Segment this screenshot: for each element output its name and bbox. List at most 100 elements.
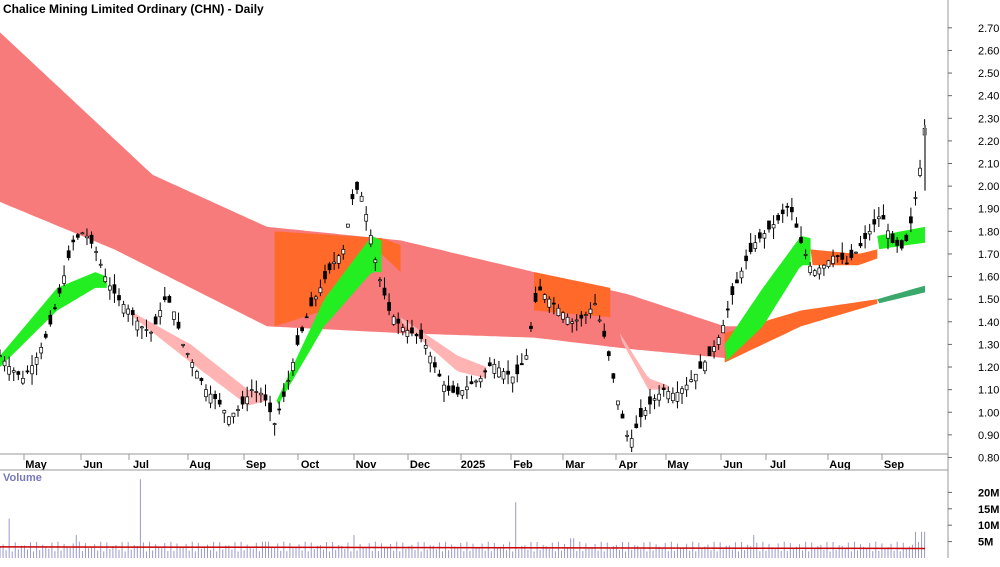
candle-body — [181, 344, 185, 346]
candle-body — [753, 242, 758, 249]
candle-body — [263, 394, 268, 401]
candle-body — [524, 355, 529, 360]
candle-body — [423, 344, 428, 349]
y-tick-label: 2.30 — [978, 113, 999, 125]
candle-body — [616, 400, 620, 406]
candle-body — [153, 316, 158, 325]
candle-body — [666, 391, 671, 400]
candle-body — [382, 287, 387, 296]
candle-body — [487, 362, 492, 367]
candle-body — [309, 297, 314, 307]
candle-body — [812, 270, 817, 276]
candle-body — [707, 346, 712, 357]
candle-body — [75, 234, 80, 238]
candle-body — [277, 408, 282, 411]
y-tick-label: 1.60 — [978, 272, 999, 284]
y-tick-label: 0.90 — [978, 430, 999, 442]
x-tick-label: Mar — [565, 459, 585, 471]
candle-body — [611, 373, 616, 379]
x-tick-label: Sep — [246, 459, 266, 471]
candle-body — [899, 240, 904, 249]
x-tick-label: Jul — [133, 459, 149, 471]
candle-body — [634, 423, 639, 428]
candle-body — [597, 319, 602, 322]
candle-body — [304, 316, 309, 319]
candle-body — [844, 262, 849, 265]
candle-body — [410, 327, 414, 334]
candle-body — [346, 223, 350, 228]
candle-body — [57, 287, 62, 294]
candle-body — [822, 264, 826, 269]
candle-body — [895, 239, 900, 246]
candle-body — [259, 392, 263, 396]
candle-body — [657, 393, 661, 401]
candle-body — [799, 237, 803, 244]
candle-body — [803, 254, 808, 256]
candle-body — [291, 362, 295, 371]
y-tick-label: 2.70 — [978, 23, 999, 35]
candle-body — [190, 362, 195, 368]
candle-body — [62, 275, 66, 284]
candle-body — [167, 296, 172, 303]
candle-body — [698, 361, 703, 369]
candle-body — [245, 396, 250, 405]
candle-body — [121, 304, 126, 314]
candle-body — [172, 311, 176, 320]
candle-body — [391, 316, 396, 325]
candle-body — [716, 337, 721, 345]
candle-body — [835, 255, 840, 257]
y-tick-label: 1.00 — [978, 407, 999, 419]
candle-body — [689, 379, 694, 382]
candle-body — [739, 270, 744, 279]
candle-body — [497, 367, 501, 378]
candle-body — [652, 398, 657, 401]
y-tick-label: 2.40 — [978, 91, 999, 103]
candle-body — [515, 364, 520, 375]
candle-body — [767, 220, 771, 230]
candle-body — [501, 371, 506, 380]
candle-body — [419, 329, 423, 339]
candle-body — [281, 391, 286, 397]
candle-body — [94, 251, 98, 253]
candle-body — [648, 396, 652, 405]
x-tick-label: Sep — [884, 459, 904, 471]
y-tick-label: 1.20 — [978, 362, 999, 374]
candle-body — [510, 376, 515, 384]
band-9 — [276, 235, 382, 405]
y-tick-label: 2.10 — [978, 159, 999, 171]
candle-body — [579, 314, 584, 319]
candle-body — [300, 327, 304, 332]
candle-body — [455, 386, 460, 395]
candle-body — [890, 233, 895, 244]
candle-body — [286, 380, 291, 382]
candle-body — [117, 295, 121, 301]
candle-body — [684, 384, 689, 391]
band-0 — [0, 32, 763, 359]
candle-body — [140, 326, 144, 329]
candle-body — [506, 370, 510, 375]
candle-body — [112, 284, 117, 294]
candle-body — [638, 407, 643, 418]
candle-body — [469, 381, 474, 385]
candle-body — [332, 261, 336, 264]
candle-body — [863, 233, 867, 239]
candle-body — [606, 351, 611, 357]
candle-body — [519, 363, 524, 366]
candle-body — [103, 276, 108, 282]
x-tick-label: May — [667, 459, 689, 471]
candle-body — [918, 167, 922, 176]
candle-body — [593, 303, 597, 306]
candle-body — [313, 296, 318, 300]
band-5 — [133, 312, 267, 406]
candle-body — [909, 216, 913, 224]
candle-body — [913, 197, 918, 199]
candle-body — [712, 346, 716, 352]
candle-body — [39, 347, 44, 354]
candle-body — [208, 393, 213, 404]
candle-body — [236, 409, 240, 411]
candle-body — [272, 423, 277, 425]
candle-body — [254, 391, 259, 393]
candle-body — [25, 370, 30, 373]
candle-body — [428, 355, 433, 364]
y-tick-label: 2.00 — [978, 181, 999, 193]
